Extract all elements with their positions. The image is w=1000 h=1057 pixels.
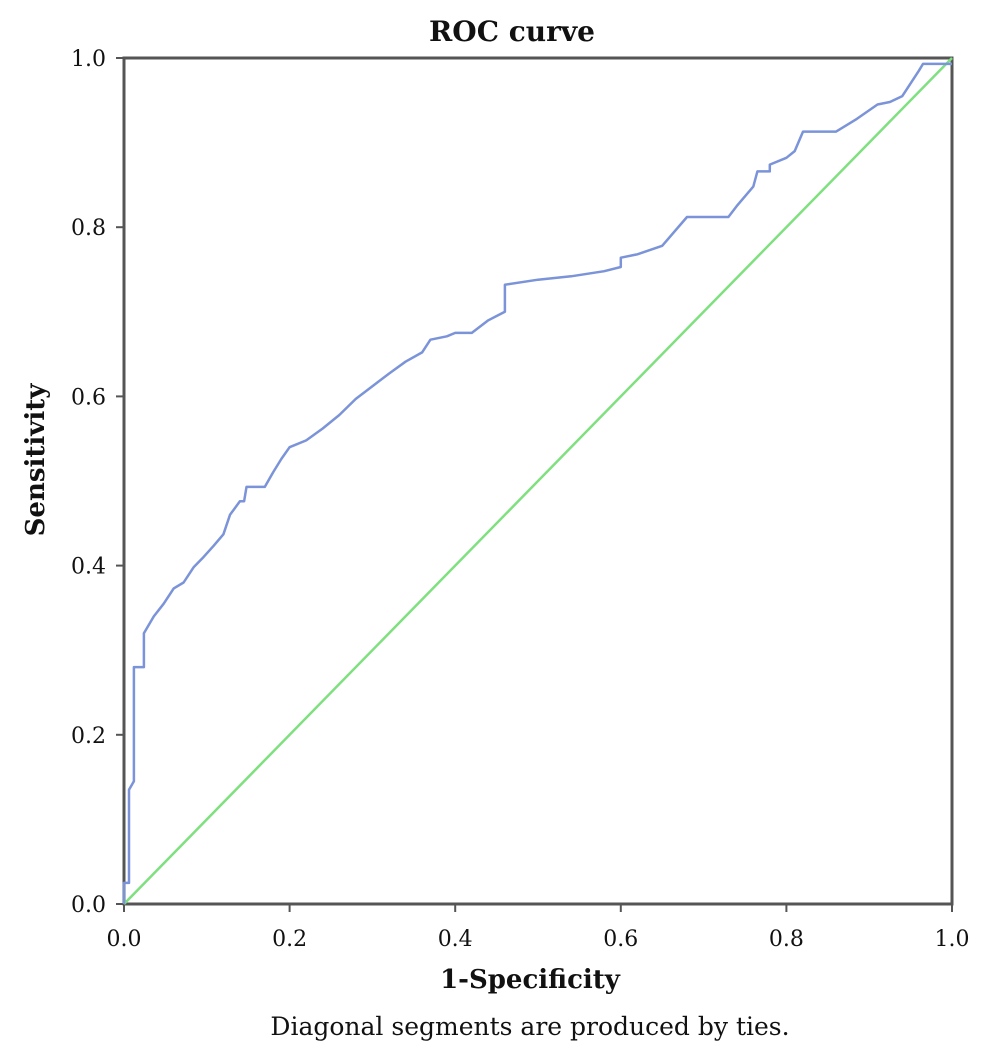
x-tick-label: 0.4 bbox=[438, 927, 473, 952]
y-tick-label: 0.2 bbox=[71, 724, 106, 749]
y-tick-label: 0.4 bbox=[71, 555, 106, 580]
x-tick-label: 0.0 bbox=[107, 927, 142, 952]
x-tick-label: 0.6 bbox=[603, 927, 638, 952]
x-axis-ticks: 0.0 0.2 0.4 0.6 0.8 1.0 bbox=[107, 904, 970, 952]
plot-frame bbox=[122, 56, 954, 906]
footnote: Diagonal segments are produced by ties. bbox=[270, 1012, 789, 1041]
chart-title: ROC curve bbox=[429, 15, 595, 48]
reference-diagonal-line bbox=[123, 57, 953, 905]
x-axis-label: 1-Specificity bbox=[440, 965, 621, 995]
y-tick-label: 0.8 bbox=[71, 216, 106, 241]
y-axis-ticks: 0.0 0.2 0.4 0.6 0.8 1.0 bbox=[71, 47, 124, 918]
y-tick-label: 1.0 bbox=[71, 47, 106, 72]
x-tick-label: 0.2 bbox=[272, 927, 307, 952]
y-tick-label: 0.6 bbox=[71, 385, 106, 410]
x-tick-label: 1.0 bbox=[935, 927, 970, 952]
x-tick-label: 0.8 bbox=[769, 927, 804, 952]
y-axis-label: Sensitivity bbox=[21, 383, 51, 537]
roc-curve-line bbox=[122, 62, 952, 904]
y-tick-label: 0.0 bbox=[71, 893, 106, 918]
